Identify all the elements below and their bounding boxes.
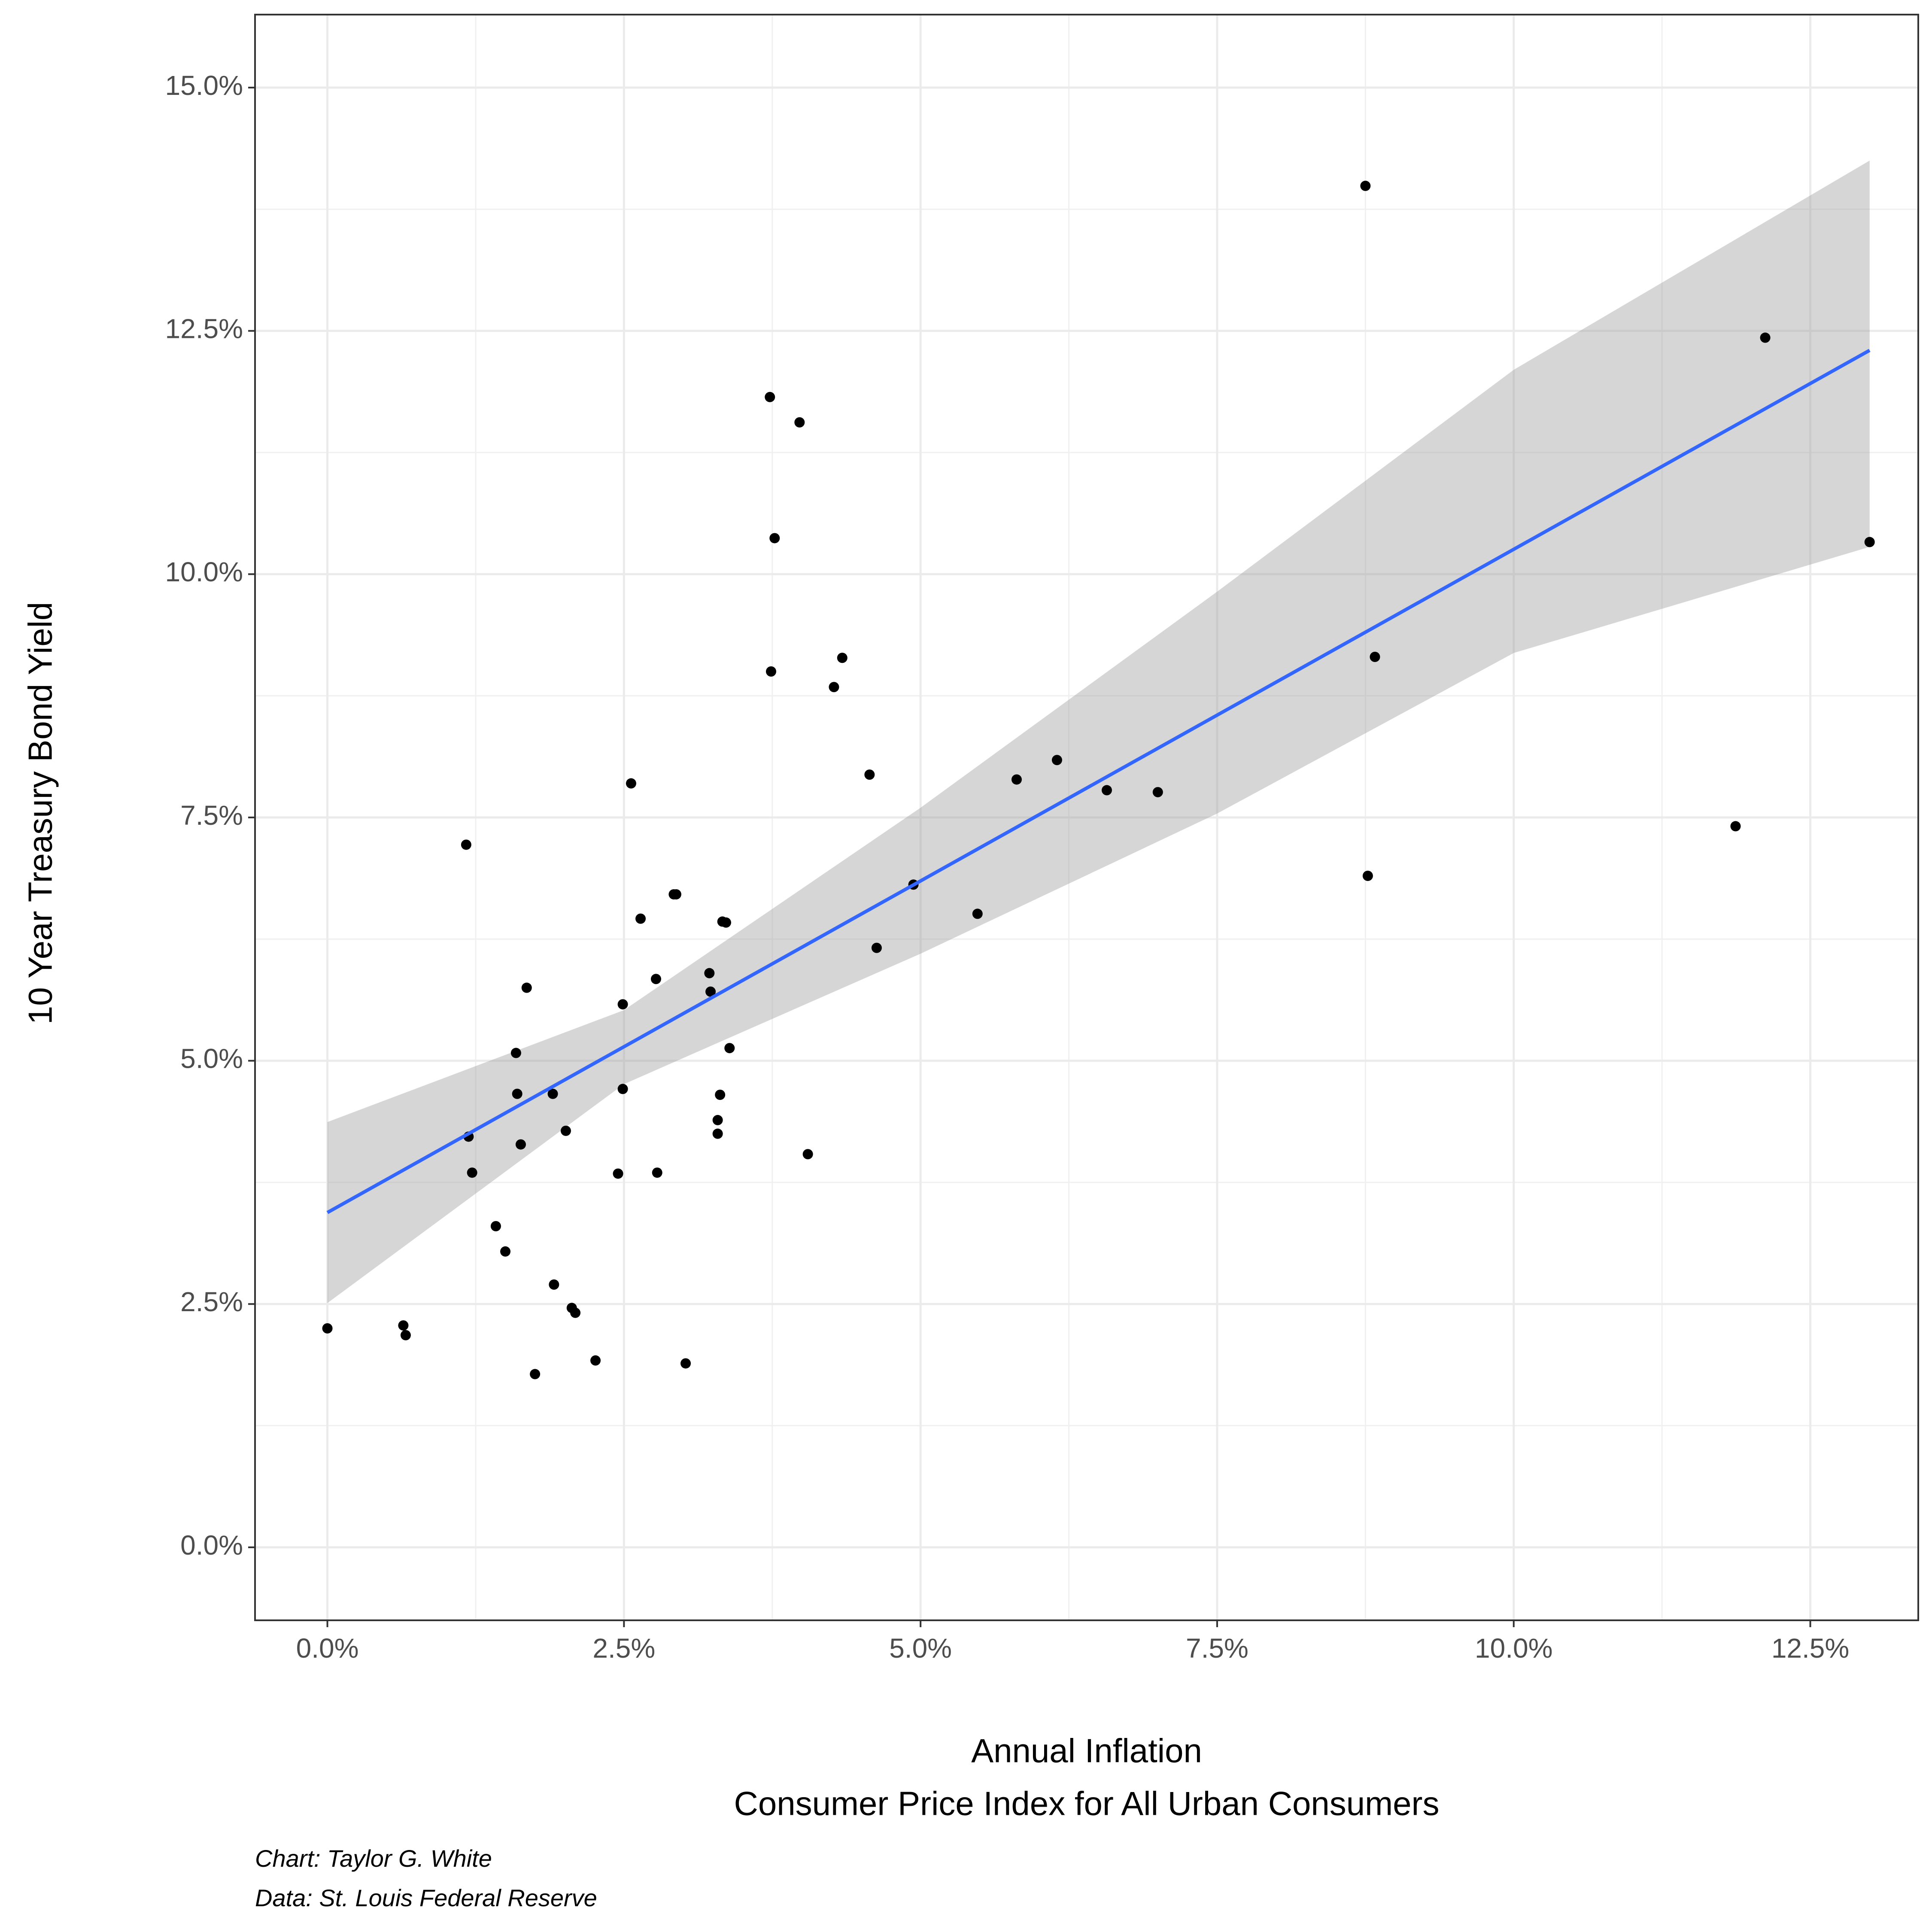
x-tick-label: 2.5%	[592, 1633, 655, 1664]
data-point	[590, 1355, 601, 1366]
data-point	[769, 533, 780, 544]
data-point	[635, 913, 646, 924]
data-point	[530, 1369, 541, 1379]
data-point	[1152, 787, 1163, 798]
y-tick-label: 2.5%	[180, 1286, 243, 1317]
y-axis-title: 10 Year Treasury Bond Yield	[21, 602, 59, 1024]
data-point	[652, 1167, 662, 1178]
data-point	[724, 1043, 735, 1054]
data-point	[1730, 821, 1741, 832]
data-point	[322, 1323, 333, 1334]
x-tick-label: 10.0%	[1475, 1633, 1552, 1664]
data-point	[837, 653, 848, 663]
data-point	[490, 1221, 501, 1231]
data-point	[715, 1090, 726, 1100]
data-point	[765, 392, 775, 402]
data-point	[712, 1115, 723, 1125]
data-point	[500, 1246, 511, 1257]
y-tick-label: 12.5%	[165, 313, 243, 344]
data-point	[626, 778, 636, 789]
data-point	[1362, 871, 1373, 881]
data-point	[972, 908, 983, 919]
confidence-band	[327, 161, 1870, 1303]
data-point	[680, 1358, 691, 1369]
data-point	[400, 1330, 411, 1340]
data-point	[1370, 652, 1380, 662]
plot-border	[254, 14, 1919, 1621]
data-point	[617, 999, 628, 1010]
y-tick-label: 10.0%	[165, 556, 243, 587]
data-point	[720, 917, 731, 928]
data-point	[705, 986, 716, 997]
data-point	[871, 942, 882, 953]
data-point	[467, 1167, 477, 1178]
x-tick-label: 5.0%	[889, 1633, 952, 1664]
data-point	[1864, 537, 1875, 547]
data-point	[521, 982, 532, 993]
data-point	[766, 666, 776, 677]
data-point	[515, 1139, 526, 1150]
x-axis-title: Annual Inflation	[971, 1732, 1202, 1770]
data-point	[547, 1088, 558, 1099]
data-point	[398, 1320, 409, 1331]
data-point	[613, 1168, 623, 1179]
data-point	[570, 1307, 581, 1318]
data-point	[617, 1084, 628, 1094]
data-point	[1360, 180, 1371, 191]
data-point	[1051, 755, 1062, 766]
data-point	[802, 1149, 813, 1160]
x-tick-label: 0.0%	[296, 1633, 359, 1664]
data-point	[1101, 785, 1112, 796]
x-tick-label: 12.5%	[1771, 1633, 1849, 1664]
data-point	[864, 769, 875, 780]
data-point	[712, 1128, 723, 1139]
data-point	[512, 1088, 522, 1099]
y-tick-label: 15.0%	[165, 70, 243, 101]
data-point	[829, 682, 839, 693]
y-tick-label: 5.0%	[180, 1043, 243, 1074]
data-point	[560, 1125, 571, 1136]
data-point	[1760, 332, 1771, 343]
x-axis-title: Consumer Price Index for All Urban Consu…	[734, 1785, 1440, 1823]
data-point	[549, 1279, 559, 1290]
y-tick-label: 7.5%	[180, 800, 243, 831]
data-point	[704, 968, 715, 978]
x-tick-label: 7.5%	[1186, 1633, 1249, 1664]
caption: Data: St. Louis Federal Reserve	[255, 1884, 597, 1911]
data-point	[1011, 774, 1022, 785]
data-point	[650, 974, 661, 984]
data-point	[461, 839, 471, 850]
regression-line	[326, 349, 1871, 1214]
data-point	[794, 417, 805, 428]
data-point	[510, 1048, 521, 1058]
y-tick-label: 0.0%	[180, 1530, 243, 1561]
data-point	[671, 889, 681, 900]
caption: Chart: Taylor G. White	[255, 1845, 492, 1872]
